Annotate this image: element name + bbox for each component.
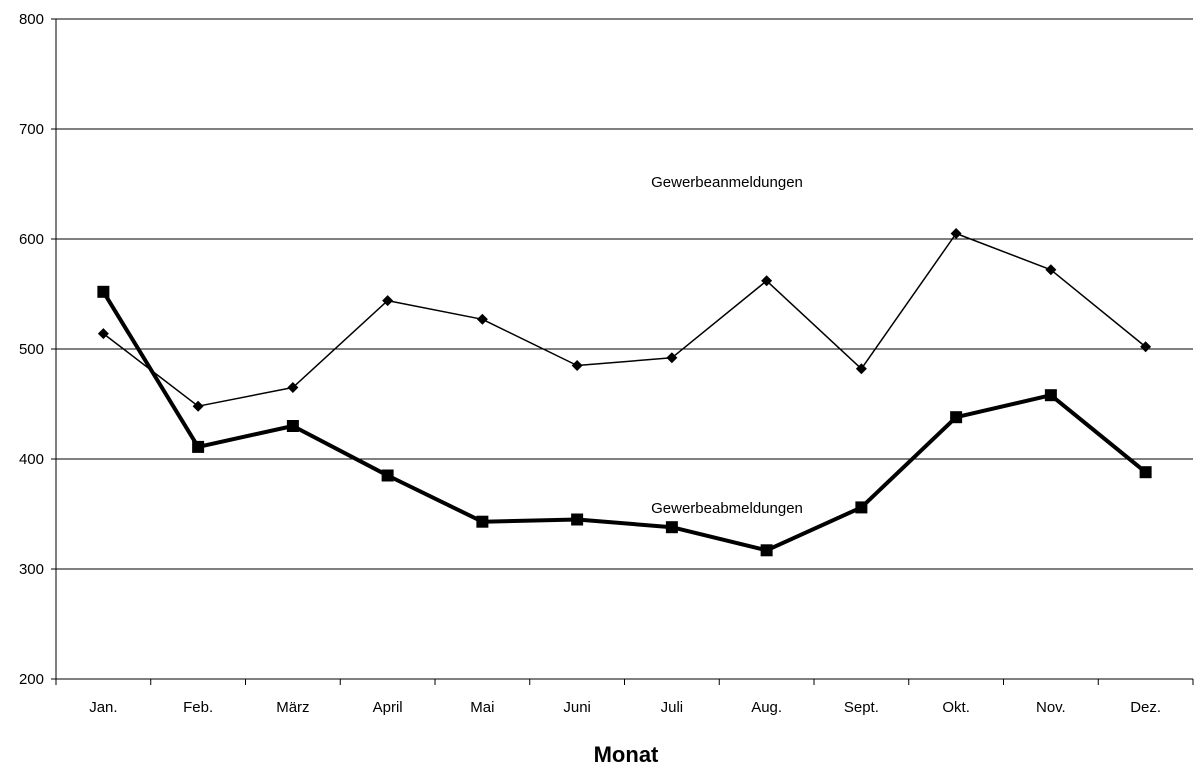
x-tick-label: April bbox=[373, 699, 403, 716]
x-tick-label: Aug. bbox=[751, 699, 782, 716]
data-point-square bbox=[571, 513, 584, 526]
series-line bbox=[101, 290, 1147, 553]
data-point-diamond bbox=[666, 352, 678, 364]
data-point-square bbox=[1044, 389, 1057, 402]
series-gewerbeanmeldungen bbox=[97, 228, 1152, 412]
y-tick-labels: 200 300 400 500 600 700 800 bbox=[19, 11, 44, 688]
x-tick-label: Jan. bbox=[89, 699, 117, 716]
series bbox=[97, 228, 1152, 557]
x-tick-label: Juli bbox=[661, 699, 684, 716]
y-tick-label: 800 bbox=[19, 11, 44, 28]
y-tick-label: 600 bbox=[19, 231, 44, 248]
x-axis-title: Monat bbox=[594, 742, 659, 767]
data-point-diamond bbox=[287, 382, 299, 393]
gridlines bbox=[56, 18, 1193, 570]
data-point-square bbox=[286, 420, 299, 432]
data-point-diamond bbox=[97, 328, 109, 340]
data-point-square bbox=[855, 501, 868, 514]
axes bbox=[51, 18, 1194, 685]
data-point-diamond bbox=[476, 313, 488, 325]
data-point-diamond bbox=[571, 360, 583, 371]
x-tick-label: Dez. bbox=[1130, 699, 1161, 716]
series-label-gewerbeanmeldungen: Gewerbeanmeldungen bbox=[651, 174, 803, 191]
y-tick-label: 200 bbox=[19, 671, 44, 688]
y-tick-label: 400 bbox=[19, 451, 44, 468]
data-point-diamond bbox=[761, 275, 773, 287]
data-point-square bbox=[192, 440, 205, 453]
data-point-square bbox=[665, 521, 678, 534]
data-point-square bbox=[97, 285, 110, 298]
data-point-diamond bbox=[1045, 264, 1057, 276]
data-point-square bbox=[1139, 466, 1152, 479]
x-tick-label: Sept. bbox=[844, 699, 879, 716]
series-gewerbeabmeldungen bbox=[97, 285, 1152, 557]
x-tick-label: Mai bbox=[470, 699, 494, 716]
data-point-diamond bbox=[1140, 341, 1152, 353]
series-label-gewerbeabmeldungen: Gewerbeabmeldungen bbox=[651, 500, 803, 517]
x-tick-label: Feb. bbox=[183, 699, 213, 716]
y-tick-label: 700 bbox=[19, 121, 44, 138]
data-point-square bbox=[760, 544, 773, 557]
x-tick-label: Juni bbox=[563, 699, 591, 716]
x-tick-label: März bbox=[276, 699, 309, 716]
y-tick-label: 300 bbox=[19, 561, 44, 578]
data-point-diamond bbox=[382, 295, 394, 307]
data-point-square bbox=[476, 515, 489, 528]
data-point-square bbox=[950, 411, 963, 424]
y-tick-label: 500 bbox=[19, 341, 44, 358]
data-point-diamond bbox=[192, 400, 204, 412]
data-point-diamond bbox=[855, 363, 867, 375]
x-tick-label: Nov. bbox=[1036, 699, 1066, 716]
data-point-diamond bbox=[950, 228, 962, 239]
x-tick-label: Okt. bbox=[942, 699, 970, 716]
data-point-square bbox=[381, 469, 394, 482]
series-line bbox=[102, 232, 1147, 407]
x-tick-labels: Jan. Feb. März April Mai Juni Juli Aug. Sept. Okt… bbox=[89, 699, 1161, 716]
